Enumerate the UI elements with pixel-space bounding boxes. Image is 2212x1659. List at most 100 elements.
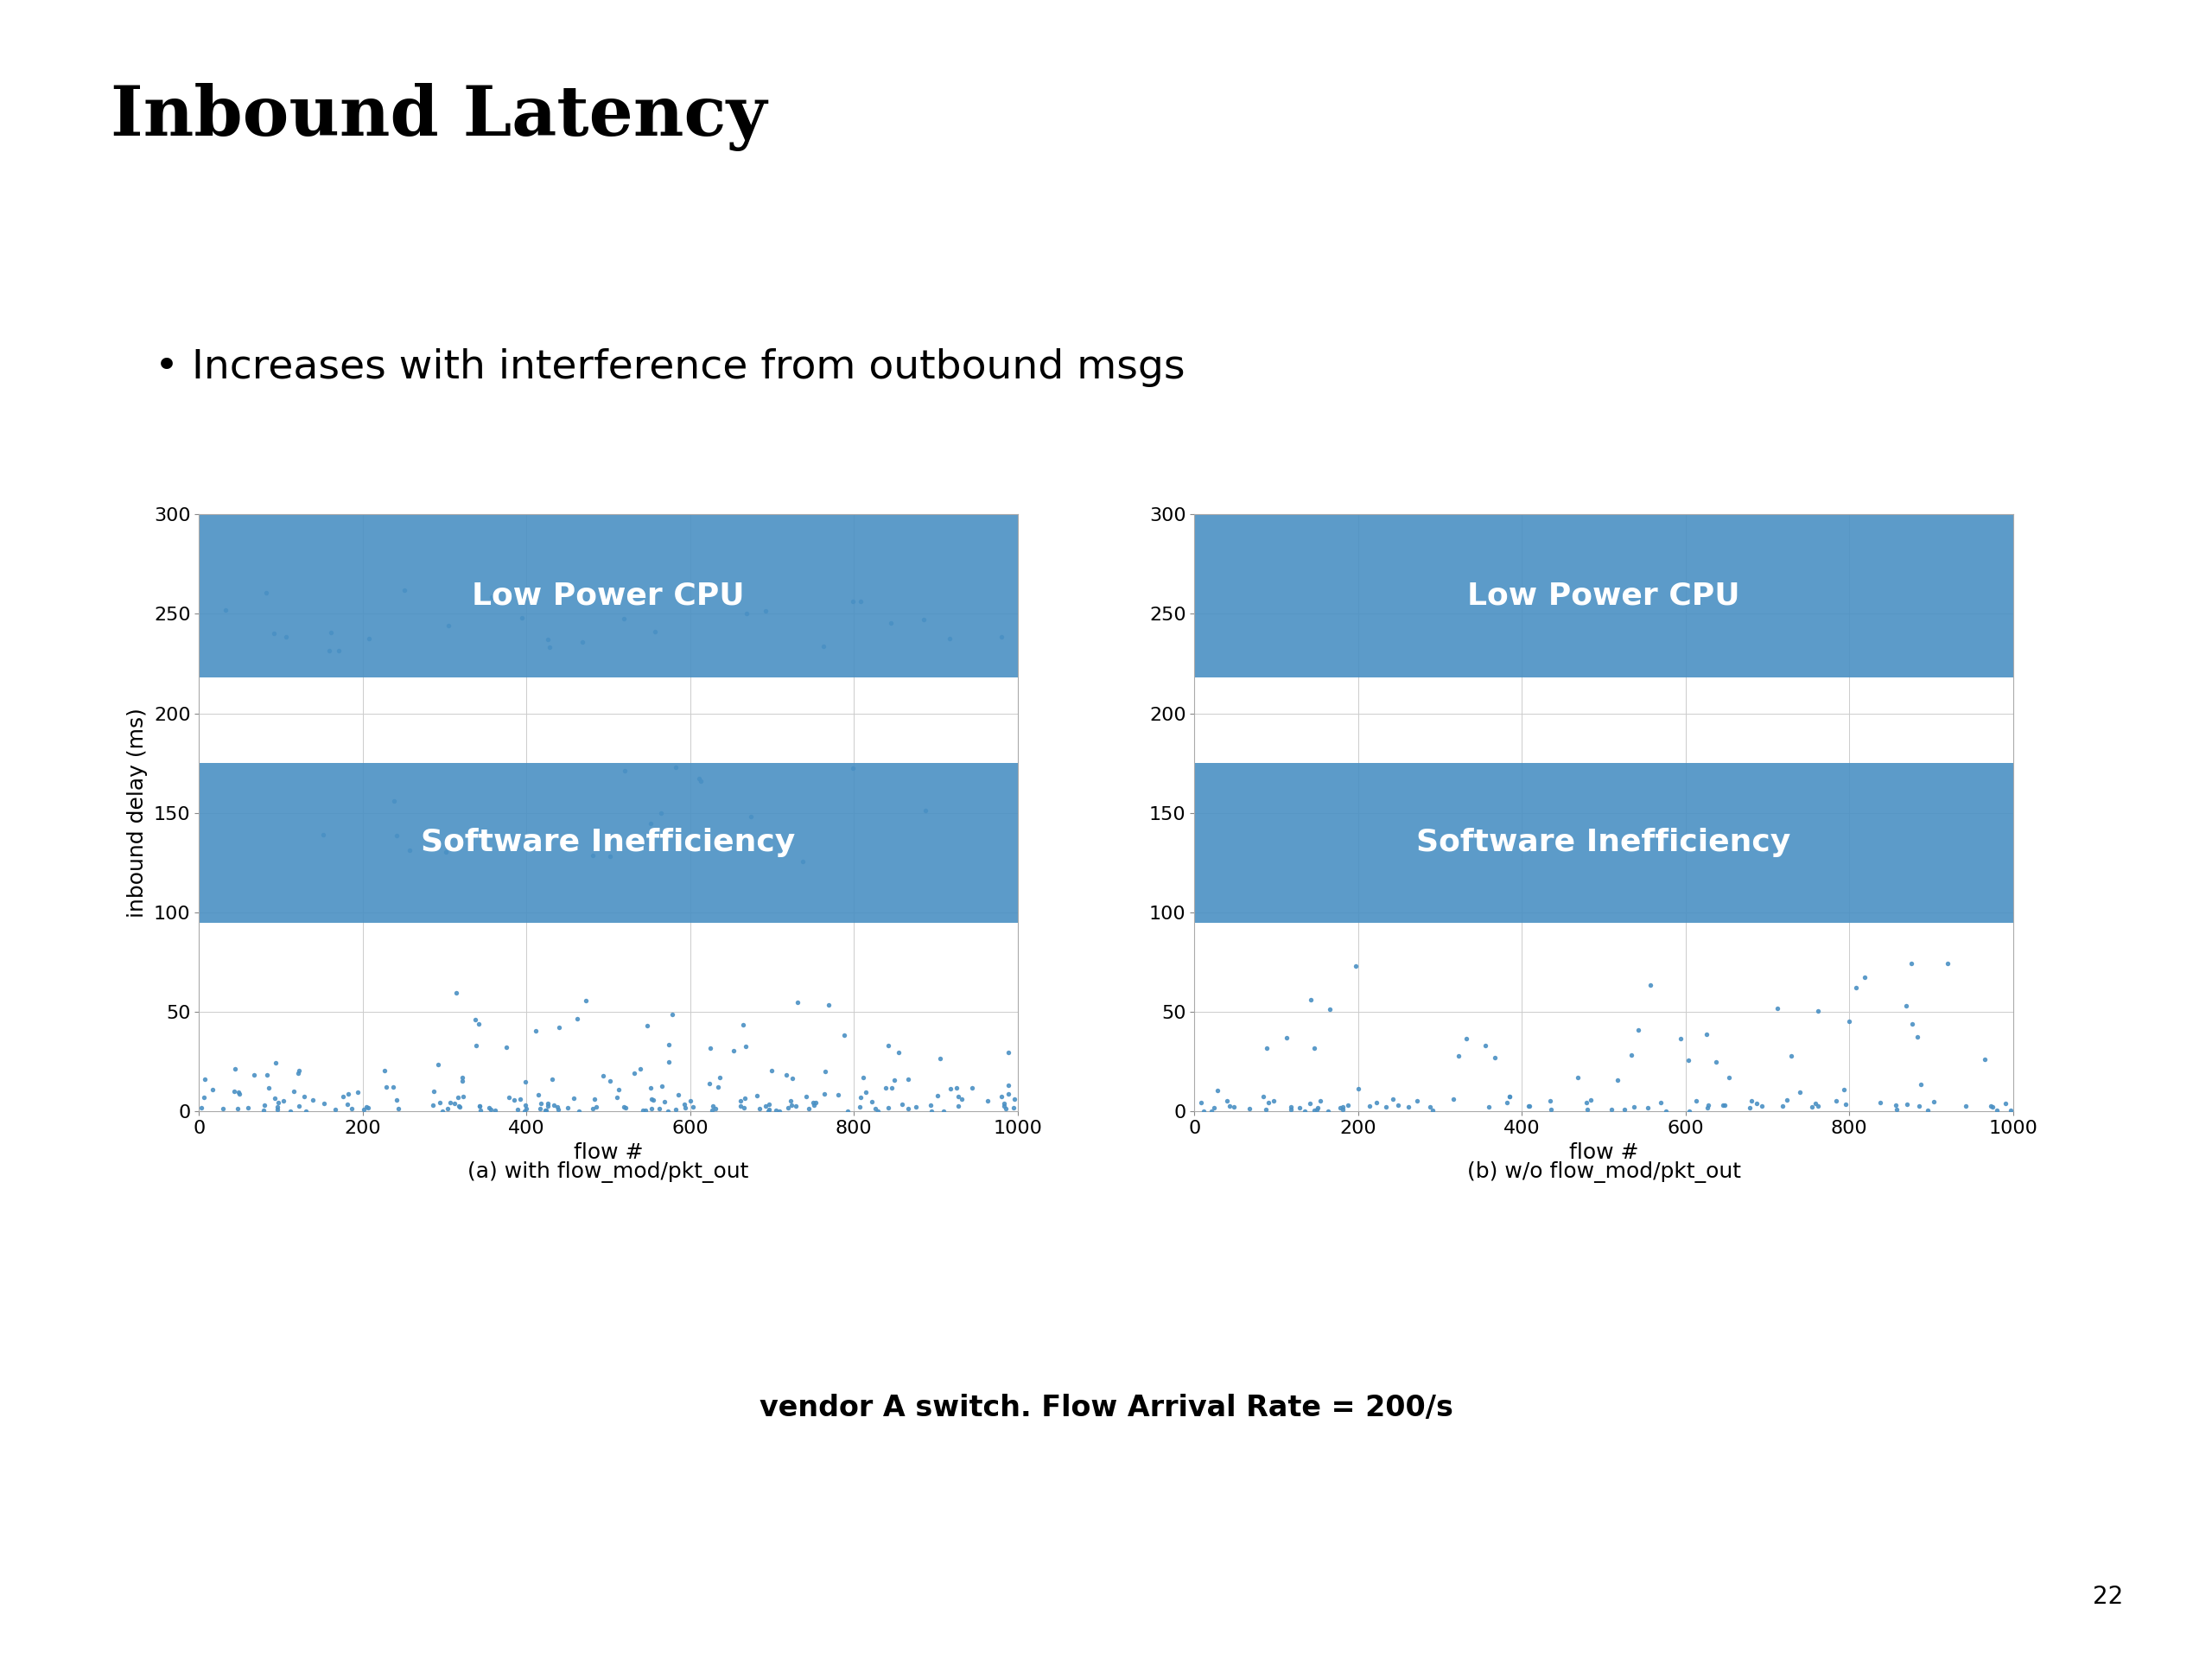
- Point: [909, 798, 945, 825]
- Point: [701, 1073, 737, 1100]
- Point: [1358, 1090, 1394, 1117]
- Point: [376, 788, 411, 815]
- Point: [1615, 1042, 1650, 1068]
- Point: [626, 1097, 661, 1123]
- Point: [281, 1060, 316, 1087]
- Point: [1416, 1097, 1451, 1123]
- Point: [1325, 1097, 1360, 1123]
- Point: [1340, 1075, 1376, 1102]
- Point: [1989, 1090, 2024, 1117]
- Point: [564, 629, 599, 655]
- Point: [1301, 1095, 1336, 1121]
- Point: [723, 1093, 759, 1120]
- Point: [1287, 1098, 1323, 1125]
- Point: [491, 1085, 526, 1112]
- Text: 22: 22: [2093, 1584, 2124, 1609]
- Point: [347, 1097, 383, 1123]
- Point: [995, 1095, 1031, 1121]
- Point: [312, 637, 347, 664]
- Point: [854, 1088, 889, 1115]
- Point: [321, 637, 356, 664]
- Point: [681, 765, 717, 791]
- Point: [675, 1093, 710, 1120]
- Point: [608, 1093, 644, 1120]
- Point: [261, 1090, 296, 1117]
- Point: [940, 1083, 975, 1110]
- Point: [752, 1097, 787, 1123]
- Point: [1489, 1090, 1524, 1117]
- Text: (b) w/o flow_mod/pkt_out: (b) w/o flow_mod/pkt_out: [1467, 1161, 1741, 1183]
- Point: [869, 1093, 905, 1120]
- Point: [1352, 1093, 1387, 1120]
- Point: [695, 1097, 730, 1123]
- Point: [1905, 1072, 1940, 1098]
- Point: [281, 1093, 316, 1120]
- Point: [509, 1095, 544, 1121]
- Point: [586, 1063, 622, 1090]
- Point: [655, 1002, 690, 1029]
- Point: [305, 821, 341, 848]
- Point: [799, 1090, 834, 1117]
- Point: [208, 597, 243, 624]
- Point: [1705, 1092, 1741, 1118]
- Point: [695, 1093, 730, 1120]
- Point: [462, 1093, 498, 1120]
- Point: [1436, 1085, 1471, 1112]
- Point: [697, 1095, 732, 1121]
- Point: [272, 1098, 307, 1125]
- Point: [349, 1095, 385, 1121]
- Point: [378, 1087, 414, 1113]
- Point: [920, 1082, 956, 1108]
- Point: [522, 1090, 557, 1117]
- Point: [772, 1087, 807, 1113]
- Point: [246, 1092, 281, 1118]
- Point: [217, 1055, 252, 1082]
- Point: [367, 1057, 403, 1083]
- Point: [987, 1090, 1022, 1117]
- Point: [206, 1095, 241, 1121]
- Point: [281, 1057, 316, 1083]
- Text: Low Power CPU: Low Power CPU: [471, 581, 745, 611]
- Point: [692, 1035, 728, 1062]
- Point: [184, 1095, 219, 1121]
- Point: [276, 1078, 312, 1105]
- Point: [387, 577, 422, 604]
- Point: [330, 1090, 365, 1117]
- Point: [462, 1097, 498, 1123]
- Point: [1863, 1088, 1898, 1115]
- Point: [1893, 1010, 1929, 1037]
- Point: [770, 1095, 805, 1121]
- Point: [540, 1097, 575, 1123]
- Y-axis label: inbound delay (ms): inbound delay (ms): [126, 708, 148, 917]
- Point: [392, 836, 427, 863]
- Point: [473, 1097, 509, 1123]
- Point: [288, 1098, 323, 1125]
- Point: [1783, 1078, 1818, 1105]
- Point: [1595, 1097, 1630, 1123]
- Point: [723, 1088, 759, 1115]
- Point: [489, 1034, 524, 1060]
- Point: [761, 1098, 796, 1125]
- Point: [1606, 1097, 1641, 1123]
- Point: [1889, 1092, 1924, 1118]
- Point: [872, 1032, 907, 1058]
- Point: [1469, 1032, 1504, 1058]
- Point: [1186, 1098, 1221, 1125]
- Point: [987, 1092, 1022, 1118]
- Point: [843, 1085, 878, 1112]
- Point: [938, 1075, 973, 1102]
- Point: [531, 634, 566, 660]
- Point: [650, 1032, 686, 1058]
- Point: [1413, 1093, 1449, 1120]
- Point: [1732, 1095, 1767, 1121]
- Point: [628, 1097, 664, 1123]
- Point: [575, 1095, 611, 1121]
- Point: [420, 1052, 456, 1078]
- Point: [562, 1098, 597, 1125]
- Point: [1761, 995, 1796, 1022]
- Point: [637, 619, 672, 645]
- Point: [641, 1095, 677, 1121]
- Point: [728, 1085, 763, 1112]
- Point: [442, 1093, 478, 1120]
- Text: Inbound Latency: Inbound Latency: [111, 83, 768, 151]
